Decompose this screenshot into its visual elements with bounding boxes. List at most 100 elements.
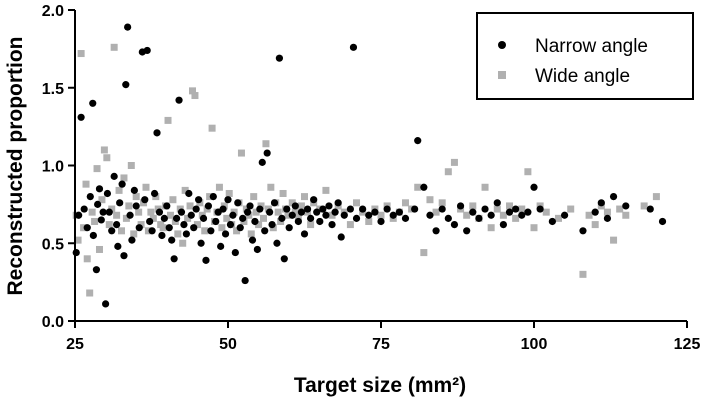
wide-angle-point: [91, 217, 99, 225]
wide-angle-point: [610, 236, 618, 244]
narrow-angle-point: [401, 214, 410, 222]
wide-angle-point: [353, 199, 361, 207]
narrow-angle-point: [180, 220, 188, 229]
narrow-angle-point: [86, 193, 94, 201]
wide-angle-point: [98, 196, 106, 204]
wide-angle-point: [189, 87, 197, 95]
wide-angle-point: [414, 183, 422, 191]
wide-angle-point: [267, 183, 275, 191]
narrow-angle-point: [146, 217, 154, 226]
narrow-angle-point: [463, 227, 471, 235]
narrow-angle-point: [92, 266, 101, 274]
wide-angle-point: [420, 249, 428, 257]
wide-angle-point: [179, 239, 187, 247]
narrow-angle-point: [192, 205, 200, 213]
y-tick-label: 1.5: [42, 81, 64, 98]
x-tick-label: 50: [219, 336, 237, 353]
wide-angle-point: [279, 189, 287, 197]
legend-narrow-marker: [498, 41, 506, 49]
legend-wide-label: Wide angle: [535, 66, 630, 87]
wide-angle-point: [274, 208, 282, 216]
wide-angle-point: [307, 221, 315, 229]
narrow-angle-point: [187, 211, 195, 219]
wide-angle-point: [463, 211, 471, 219]
narrow-angle-point: [197, 239, 205, 247]
y-tick-label: 2.0: [42, 3, 64, 20]
wide-angle-point: [193, 221, 201, 229]
wide-angle-point: [487, 224, 495, 232]
narrow-angle-point: [95, 185, 104, 193]
narrow-angle-point: [89, 99, 97, 107]
narrow-angle-point: [438, 205, 446, 213]
wide-angle-point: [125, 202, 133, 210]
narrow-angle-point: [536, 205, 544, 213]
wide-angle-point: [284, 211, 292, 219]
wide-angle-point: [206, 193, 214, 201]
narrow-angle-point: [579, 227, 587, 235]
narrow-angle-point: [300, 230, 309, 238]
y-tick-label: 0.5: [42, 236, 64, 253]
narrow-angle-point: [99, 208, 107, 216]
narrow-angle-point: [77, 113, 85, 121]
wide-angle-point: [225, 189, 233, 197]
wide-angle-point: [130, 230, 138, 238]
wide-angle-point: [652, 193, 660, 201]
wide-angle-point: [82, 180, 90, 188]
narrow-angle-point: [185, 189, 193, 198]
wide-angle-point: [640, 202, 648, 210]
wide-angle-point: [401, 199, 409, 207]
narrow-angle-point: [377, 217, 385, 226]
narrow-angle-point: [548, 217, 556, 226]
narrow-angle-point: [102, 300, 110, 308]
narrow-angle-point: [148, 227, 156, 235]
wide-angle-point: [184, 214, 192, 222]
narrow-angle-point: [118, 180, 126, 188]
wide-angle-point: [579, 270, 587, 278]
narrow-angle-point: [346, 205, 354, 213]
wide-angle-point: [585, 211, 593, 219]
narrow-angle-point: [122, 81, 130, 89]
wide-angle-point: [120, 174, 128, 182]
narrow-angle-point: [158, 231, 166, 240]
narrow-angle-point: [175, 96, 183, 104]
wide-angle-point: [191, 92, 199, 100]
wide-angle-point: [622, 211, 630, 219]
narrow-angle-point: [597, 199, 605, 207]
wide-angle-point: [377, 211, 385, 219]
x-tick-label: 125: [674, 336, 701, 353]
narrow-angle-point: [288, 211, 296, 219]
y-axis-title: Reconstructed proportion: [4, 36, 27, 295]
narrow-angle-point: [297, 208, 306, 216]
wide-angle-point: [208, 124, 216, 132]
wide-angle-point: [223, 214, 231, 222]
x-tick-label: 25: [66, 336, 84, 353]
narrow-angle-point: [114, 242, 122, 250]
narrow-angle-point: [221, 230, 230, 238]
wide-angle-point: [144, 227, 152, 235]
narrow-angle-point: [530, 183, 538, 191]
narrow-angle-point: [334, 199, 342, 207]
wide-angle-point: [365, 217, 373, 225]
wide-angle-point: [215, 183, 223, 191]
wide-angle-point: [512, 214, 520, 222]
wide-angle-point: [137, 221, 145, 229]
y-tick-label: 1.0: [42, 159, 64, 176]
narrow-angle-point: [475, 214, 483, 222]
narrow-angle-point: [322, 211, 330, 219]
wide-angle-point: [554, 214, 562, 222]
narrow-angle-point: [150, 189, 159, 198]
narrow-angle-point: [268, 220, 276, 229]
narrow-angle-point: [319, 205, 327, 213]
narrow-angle-point: [622, 202, 630, 210]
narrow-angle-point: [103, 189, 112, 198]
narrow-angle-point: [170, 255, 178, 263]
narrow-angle-point: [165, 224, 173, 232]
wide-angle-point: [524, 168, 532, 176]
narrow-angle-point: [658, 217, 667, 226]
narrow-angle-point: [182, 230, 190, 238]
wide-angle-point: [288, 199, 296, 207]
narrow-angle-point: [280, 255, 288, 263]
narrow-angle-point: [603, 214, 612, 222]
legend-wide-marker: [498, 71, 506, 79]
narrow-angle-point: [108, 227, 116, 235]
